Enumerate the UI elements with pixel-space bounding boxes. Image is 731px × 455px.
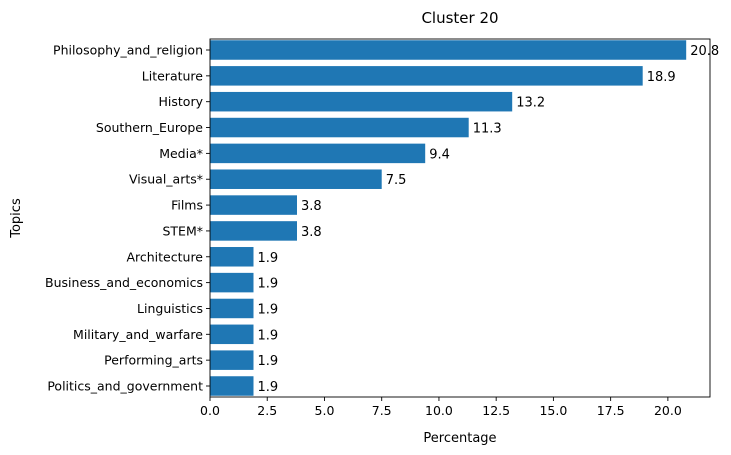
x-tick-label: 10.0 xyxy=(425,403,453,418)
data-label: 1.9 xyxy=(257,251,278,266)
bar-southern-europe xyxy=(210,117,469,138)
data-label: 11.3 xyxy=(473,122,502,137)
data-label: 7.5 xyxy=(386,173,407,188)
data-label: 3.8 xyxy=(301,225,322,240)
data-label: 1.9 xyxy=(257,328,278,343)
bar-literature xyxy=(210,66,643,86)
x-tick-label: 20.0 xyxy=(654,403,682,418)
data-label: 1.9 xyxy=(257,380,278,395)
bar-films xyxy=(210,195,297,215)
bar-media xyxy=(210,143,426,164)
y-tick-label: Literature xyxy=(142,68,204,83)
bar-business-and-economics xyxy=(210,272,254,293)
x-tick-label: 7.5 xyxy=(372,403,392,418)
y-axis-label: Topics xyxy=(9,198,24,239)
data-label: 13.2 xyxy=(516,96,545,111)
y-tick-label: Business_and_economics xyxy=(45,275,203,290)
bar-architecture xyxy=(210,247,254,267)
data-label: 20.8 xyxy=(690,44,719,59)
bar-philosophy-and-religion xyxy=(210,40,687,60)
plot-frame xyxy=(209,38,711,398)
x-tick-label: 5.0 xyxy=(315,403,335,418)
x-tick-label: 0.0 xyxy=(200,403,220,418)
y-tick-label: History xyxy=(159,94,204,109)
y-tick-label: Performing_arts xyxy=(104,353,203,368)
x-axis-label: Percentage xyxy=(423,431,496,446)
x-ticks: 0.0 2.5 5.0 7.5 10.0 12.5 15.0 17.5 20.0 xyxy=(200,397,682,418)
data-label: 3.8 xyxy=(301,199,322,214)
y-tick-label: Media* xyxy=(159,146,203,161)
chart-title: Cluster 20 xyxy=(421,9,498,27)
y-tick-label: Architecture xyxy=(126,249,203,264)
bars-group xyxy=(210,40,687,396)
x-tick-label: 15.0 xyxy=(539,403,567,418)
data-label: 18.9 xyxy=(647,70,676,85)
bar-performing-arts xyxy=(210,350,254,370)
x-tick-label: 12.5 xyxy=(482,403,510,418)
data-labels: 20.8 18.9 13.2 11.3 9.4 7.5 3.8 3.8 1.9 1.9 1.9 1.9… xyxy=(257,44,719,395)
y-tick-label: Philosophy_and_religion xyxy=(53,43,203,58)
data-label: 1.9 xyxy=(257,277,278,292)
bar-history xyxy=(210,91,513,112)
bar-politics-and-government xyxy=(210,376,254,396)
bar-visual-arts xyxy=(210,169,382,189)
y-tick-label: Linguistics xyxy=(137,301,203,316)
data-label: 1.9 xyxy=(257,302,278,317)
y-tick-label: STEM* xyxy=(162,223,203,238)
y-tick-label: Visual_arts* xyxy=(129,172,203,187)
bar-linguistics xyxy=(210,298,254,319)
data-label: 1.9 xyxy=(257,354,278,369)
data-label: 9.4 xyxy=(429,147,450,162)
y-tick-label: Southern_Europe xyxy=(96,120,203,135)
bar-military-and-warfare xyxy=(210,324,254,345)
x-tick-label: 17.5 xyxy=(597,403,625,418)
y-tick-label: Military_and_warfare xyxy=(73,327,203,342)
y-tick-label: Films xyxy=(171,198,203,213)
y-tick-label: Politics_and_government xyxy=(47,379,203,394)
y-tick-labels: Philosophy_and_religion Literature History… xyxy=(45,43,210,394)
bar-stem xyxy=(210,221,297,241)
x-tick-label: 2.5 xyxy=(257,403,277,418)
